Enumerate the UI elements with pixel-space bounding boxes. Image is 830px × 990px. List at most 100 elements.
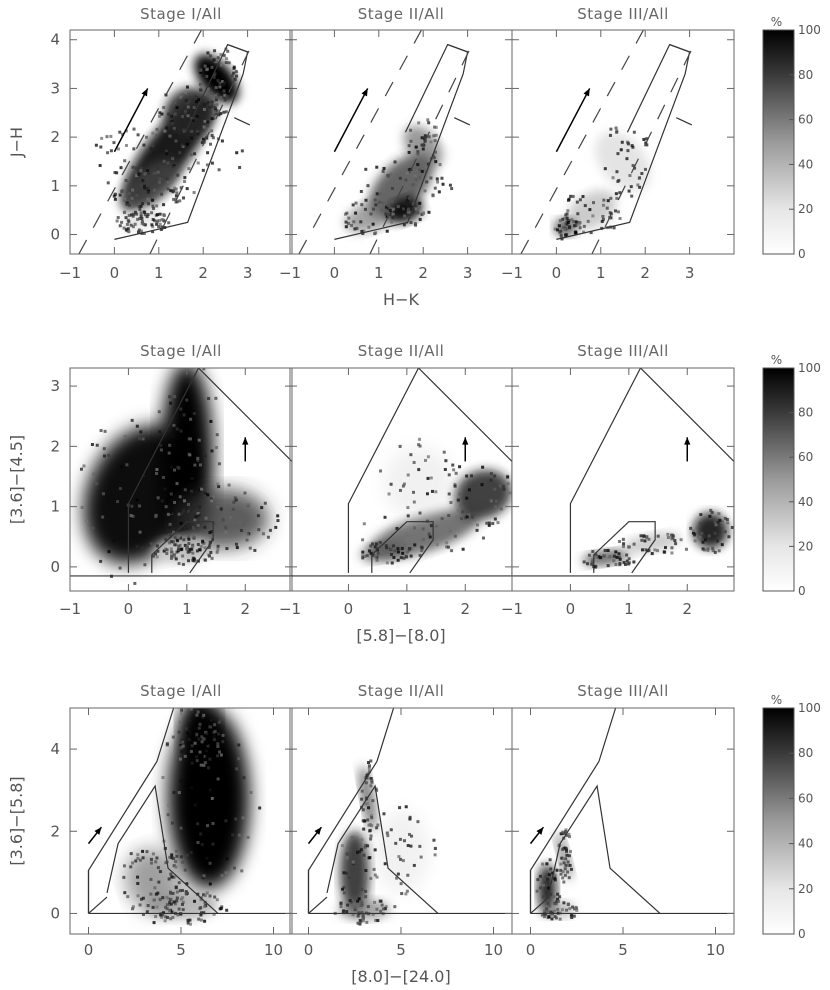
density-pixel [195, 549, 199, 553]
density-pixel [160, 499, 164, 503]
density-pixel [406, 506, 410, 510]
density-pixel [566, 860, 570, 864]
density-pixel [427, 135, 431, 139]
density-pixel [179, 521, 183, 525]
density-pixel [710, 511, 714, 515]
density-pixel [158, 897, 162, 901]
density-pixel [222, 701, 225, 704]
density-pixel [562, 216, 566, 220]
density-pixel [149, 857, 153, 861]
density-pixel [206, 101, 210, 105]
density-pixel [261, 532, 265, 536]
density-pixel [212, 58, 216, 62]
colorbar-label: % [771, 693, 782, 707]
density-pixel [218, 750, 222, 754]
density-pixel [467, 513, 471, 517]
density-pixel [720, 520, 724, 524]
density-pixel [169, 917, 173, 921]
density-pixel [434, 133, 438, 137]
density-pixel [172, 126, 176, 130]
density-pixel [405, 199, 409, 203]
density-pixel [139, 211, 143, 215]
density-pixel [416, 211, 420, 215]
reddening-dashed-line [369, 44, 473, 254]
density-pixel [375, 165, 379, 169]
density-pixel [232, 500, 236, 504]
density-pixel [713, 550, 717, 554]
density-pixel [188, 918, 192, 922]
density-pixel [95, 443, 99, 447]
density-pixel [116, 216, 120, 220]
density-pixel [155, 204, 159, 208]
density-pixel [246, 503, 250, 507]
density-pixel [515, 484, 518, 487]
density-pixel [405, 550, 409, 554]
density-pixel [82, 464, 86, 468]
density-pixel [242, 523, 246, 527]
reddening-arrow-head [361, 88, 368, 97]
density-pixel [364, 889, 368, 893]
density-pixel [185, 187, 189, 191]
density-pixel [180, 750, 184, 754]
density-pixel [177, 548, 181, 552]
density-pixel [547, 915, 551, 919]
density-pixel [421, 537, 425, 541]
density-pixel [137, 230, 141, 234]
x-tick-label: 5 [618, 941, 628, 959]
density-pixel [204, 516, 208, 520]
density-pixel [557, 224, 561, 228]
density-pixel [606, 564, 610, 568]
density-pixel [141, 179, 145, 183]
density-pixel [196, 840, 200, 844]
density-pixel [196, 822, 200, 826]
density-pixel [588, 208, 592, 212]
density-pixel [369, 551, 373, 555]
density-pixel [489, 499, 493, 503]
density-pixel [162, 105, 166, 109]
density-pixel [422, 143, 426, 147]
density-pixel [612, 559, 616, 563]
density-pixel [214, 396, 218, 400]
density-pixel [208, 757, 212, 761]
density-pixel [501, 484, 505, 488]
region-line [234, 117, 251, 126]
density-pixel [405, 889, 409, 893]
density-pixel [155, 856, 159, 860]
density-pixel [105, 135, 109, 139]
density-pixel [441, 182, 445, 186]
density-pixel [565, 212, 569, 216]
density-pixel [711, 546, 715, 550]
density-pixel [195, 732, 199, 736]
density-pixel [135, 194, 139, 198]
density-pixel [578, 221, 582, 225]
reddening-arrow-head [242, 437, 249, 445]
density-pixel [417, 468, 421, 472]
density-pixel [401, 859, 405, 863]
density-pixel [642, 534, 646, 538]
colorbar-tick-label: 80 [798, 746, 813, 760]
density-pixel [187, 718, 191, 722]
density-pixel [180, 708, 184, 712]
density-pixel [178, 495, 182, 499]
density-pixel [547, 904, 551, 908]
density-pixel [196, 459, 200, 463]
density-pixel [666, 536, 670, 540]
density-pixel [208, 531, 212, 535]
density-pixel [591, 558, 595, 562]
region-boundary [371, 521, 434, 574]
density-pixel [575, 908, 579, 912]
y-axis-label: [3.6]−[4.5] [7, 435, 26, 524]
density-pixel [344, 225, 348, 229]
density-pixel [401, 484, 405, 488]
density-pixel [143, 213, 147, 217]
density-pixel [586, 562, 590, 566]
density-pixel [535, 889, 539, 893]
density-pixel [155, 213, 159, 217]
density-pixel [99, 145, 103, 149]
density-pixel [152, 171, 156, 175]
density-pixel [163, 129, 167, 133]
density-pixel [217, 485, 221, 489]
density-pixel [551, 871, 555, 875]
density-pixel [131, 861, 135, 865]
